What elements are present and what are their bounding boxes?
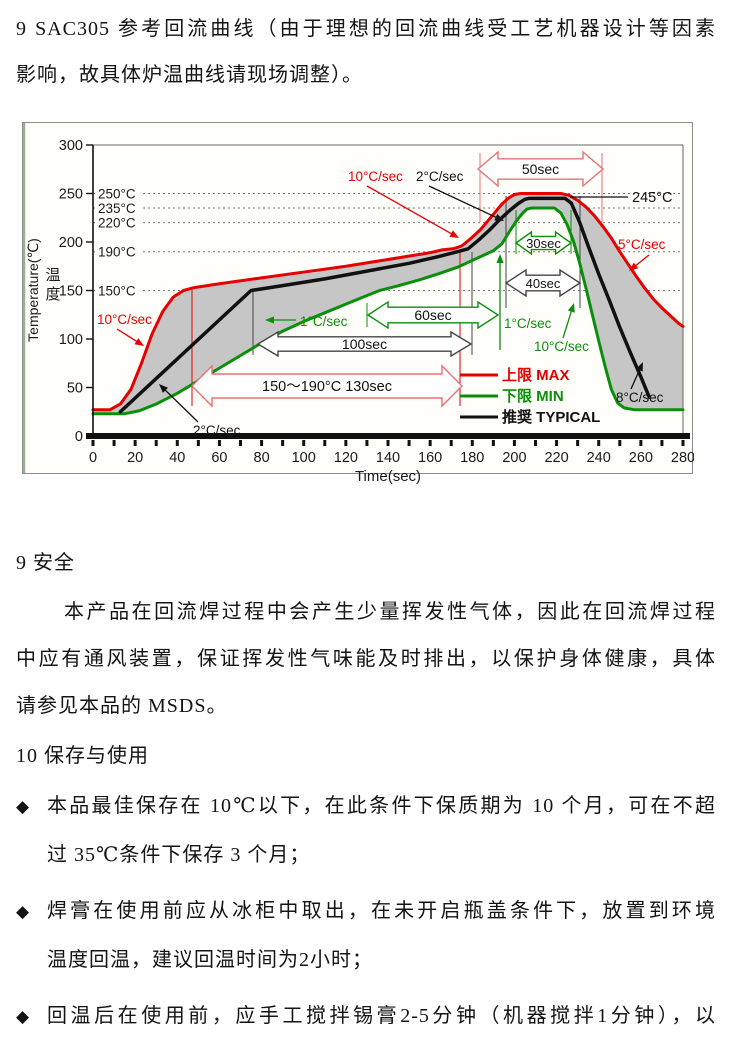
svg-text:235°C: 235°C — [98, 201, 136, 216]
svg-text:上限 MAX: 上限 MAX — [502, 367, 570, 384]
svg-text:10°C/sec: 10°C/sec — [97, 312, 152, 327]
svg-text:150°C: 150°C — [98, 284, 136, 299]
paragraph-line: 本产品在回流焊过程中会产生少量挥发性气体，因此在回流焊过程 — [64, 601, 716, 623]
svg-text:150: 150 — [59, 284, 83, 300]
heading-line: 影响，故具体炉温曲线请现场调整）。 — [16, 64, 363, 86]
svg-text:推奨 TYPICAL: 推奨 TYPICAL — [502, 408, 600, 426]
svg-text:100: 100 — [59, 332, 83, 348]
bullet-line: 温度回温，建议回温时间为2小时； — [47, 949, 373, 971]
svg-text:245°C: 245°C — [632, 190, 672, 206]
section-heading-safety: 9 安全 — [16, 552, 75, 574]
svg-text:40: 40 — [169, 450, 185, 466]
safety-paragraph: 本产品在回流焊过程中会产生少量挥发性气体，因此在回流焊过程 中应有通风装置，保证… — [16, 589, 716, 730]
svg-text:40sec: 40sec — [526, 276, 561, 291]
svg-text:60: 60 — [211, 450, 227, 466]
svg-text:180: 180 — [460, 450, 484, 466]
bullet-line: 过 35℃条件下保存 3 个月； — [47, 844, 311, 866]
svg-text:10°C/sec: 10°C/sec — [348, 169, 403, 184]
svg-text:150～190°C 130sec: 150～190°C 130sec — [262, 379, 392, 395]
svg-text:50: 50 — [67, 381, 83, 397]
svg-text:30sec: 30sec — [526, 236, 561, 251]
svg-text:140: 140 — [376, 450, 400, 466]
svg-text:下限 MIN: 下限 MIN — [502, 388, 564, 405]
svg-text:5°C/sec: 5°C/sec — [618, 237, 666, 252]
svg-text:250: 250 — [59, 187, 83, 203]
svg-text:8°C/sec: 8°C/sec — [616, 390, 664, 405]
bullet-line: 本品最佳保存在 10℃以下，在此条件下保质期为 10 个月，可在不超 — [47, 795, 716, 817]
svg-text:220: 220 — [544, 450, 568, 466]
paragraph-line: 中应有通风装置，保证挥发性气味能及时排出，以保护身体健康，具体 — [16, 648, 716, 670]
section-heading-reflow-curve: 9 SAC305 参考回流曲线（由于理想的回流曲线受工艺机器设计等因素 影响，故… — [16, 6, 716, 98]
svg-text:20: 20 — [127, 450, 143, 466]
bullet-diamond-icon: ◆ — [16, 902, 31, 922]
svg-text:10°C/sec: 10°C/sec — [534, 339, 589, 354]
svg-text:80: 80 — [254, 450, 270, 466]
svg-text:160: 160 — [418, 450, 442, 466]
svg-text:1°C/sec: 1°C/sec — [504, 316, 552, 331]
storage-bullet-item: ◆ 焊膏在使用前应从冰柜中取出，在未开启瓶盖条件下，放置到环境 温度回温，建议回… — [16, 887, 716, 985]
svg-text:120: 120 — [334, 450, 358, 466]
svg-text:度: 度 — [45, 286, 60, 303]
bullet-diamond-icon: ◆ — [16, 797, 31, 817]
reflow-profile-chart: 250°C 235°C 220°C 190°C 150°C 50sec 30sec 40sec… — [22, 122, 694, 494]
svg-text:190°C: 190°C — [98, 245, 136, 260]
svg-text:200: 200 — [502, 450, 526, 466]
svg-text:0: 0 — [89, 450, 97, 466]
paragraph-line: 请参见本品的 MSDS。 — [16, 695, 228, 717]
storage-bullet-item: ◆ 本品最佳保存在 10℃以下，在此条件下保质期为 10 个月，可在不超 过 3… — [16, 782, 716, 880]
svg-text:260: 260 — [629, 450, 653, 466]
storage-bullet-item: ◆ 回温后在使用前，应手工搅拌锡膏2-5分钟（机器搅拌1分钟），以 — [16, 992, 716, 1041]
svg-text:220°C: 220°C — [98, 216, 136, 231]
section-heading-storage: 10 保存与使用 — [16, 745, 149, 767]
svg-text:60sec: 60sec — [414, 307, 451, 323]
svg-text:温: 温 — [45, 267, 60, 284]
svg-text:300: 300 — [59, 138, 83, 154]
svg-text:Time(sec): Time(sec) — [355, 468, 421, 485]
svg-text:0: 0 — [75, 429, 83, 445]
bullet-diamond-icon: ◆ — [16, 1007, 31, 1027]
bullet-line: 焊膏在使用前应从冰柜中取出，在未开启瓶盖条件下，放置到环境 — [47, 900, 716, 922]
heading-line: 9 SAC305 参考回流曲线（由于理想的回流曲线受工艺机器设计等因素 — [16, 18, 716, 40]
svg-text:250°C: 250°C — [98, 187, 136, 202]
svg-text:280: 280 — [671, 450, 694, 466]
svg-text:50sec: 50sec — [522, 161, 559, 177]
svg-text:1°C/sec: 1°C/sec — [300, 314, 348, 329]
svg-text:240: 240 — [587, 450, 611, 466]
bullet-line: 回温后在使用前，应手工搅拌锡膏2-5分钟（机器搅拌1分钟），以 — [47, 1005, 716, 1027]
svg-text:100sec: 100sec — [342, 336, 387, 352]
svg-text:Temperature(℃): Temperature(℃) — [25, 238, 41, 342]
svg-text:200: 200 — [59, 235, 83, 251]
svg-text:100: 100 — [292, 450, 316, 466]
svg-text:2°C/sec: 2°C/sec — [416, 169, 464, 184]
